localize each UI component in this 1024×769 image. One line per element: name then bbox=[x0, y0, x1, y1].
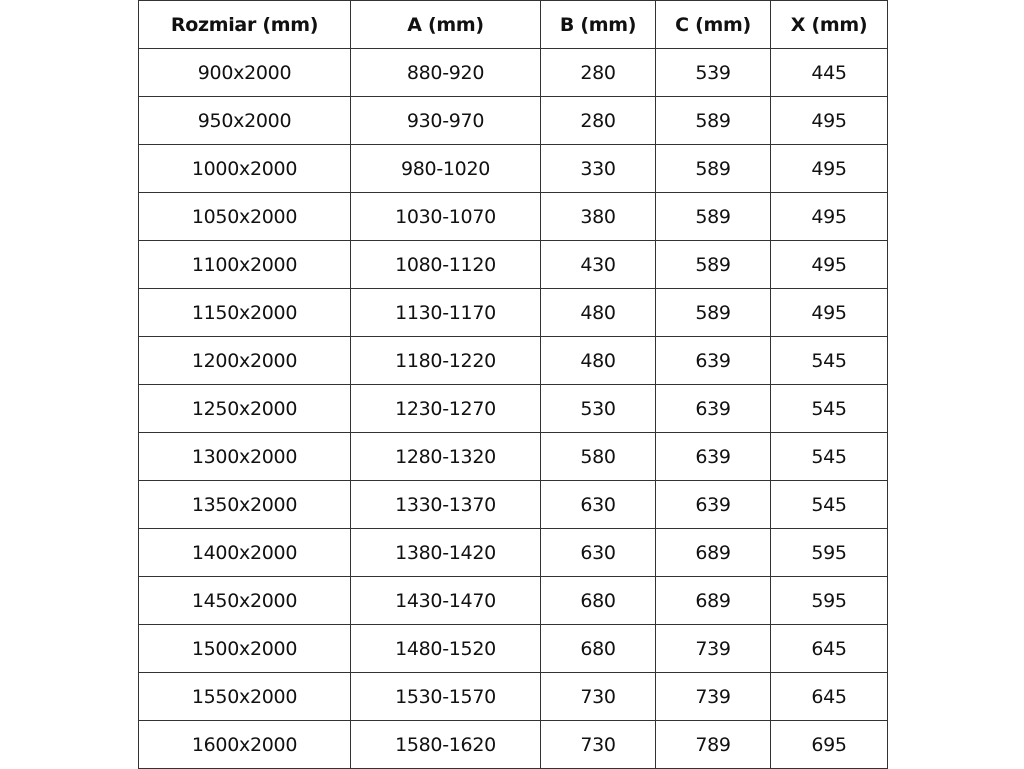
table-cell: 495 bbox=[770, 240, 888, 289]
table-cell: 595 bbox=[770, 528, 888, 577]
table-row: 1450x2000 1430-1470 680 689 595 bbox=[138, 576, 888, 625]
table-cell: 589 bbox=[655, 288, 771, 337]
table-cell: 495 bbox=[770, 288, 888, 337]
table-cell: 900x2000 bbox=[138, 48, 351, 97]
table-cell: 639 bbox=[655, 432, 771, 481]
table-cell: 645 bbox=[770, 624, 888, 673]
table-cell: 680 bbox=[540, 576, 656, 625]
table-row: 1150x2000 1130-1170 480 589 495 bbox=[138, 288, 888, 337]
table-cell: 589 bbox=[655, 240, 771, 289]
table-cell: 1280-1320 bbox=[350, 432, 541, 481]
table-cell: 495 bbox=[770, 192, 888, 241]
table-cell: 589 bbox=[655, 192, 771, 241]
table-cell: 495 bbox=[770, 96, 888, 145]
table-row: 1500x2000 1480-1520 680 739 645 bbox=[138, 624, 888, 673]
table-cell: 630 bbox=[540, 480, 656, 529]
table-cell: 689 bbox=[655, 528, 771, 577]
table-cell: 545 bbox=[770, 480, 888, 529]
dimensions-table: Rozmiar (mm) A (mm) B (mm) C (mm) X (mm) 900… bbox=[138, 0, 888, 769]
table-cell: 1450x2000 bbox=[138, 576, 351, 625]
table-cell: 1080-1120 bbox=[350, 240, 541, 289]
column-header: A (mm) bbox=[350, 0, 541, 49]
table-cell: 639 bbox=[655, 480, 771, 529]
table-row: 1600x2000 1580-1620 730 789 695 bbox=[138, 720, 888, 769]
table-cell: 639 bbox=[655, 384, 771, 433]
table-row: 1400x2000 1380-1420 630 689 595 bbox=[138, 528, 888, 577]
table-row: 950x2000 930-970 280 589 495 bbox=[138, 96, 888, 145]
table-cell: 1300x2000 bbox=[138, 432, 351, 481]
table-cell: 480 bbox=[540, 336, 656, 385]
table-row: 1100x2000 1080-1120 430 589 495 bbox=[138, 240, 888, 289]
table-cell: 1000x2000 bbox=[138, 144, 351, 193]
table-cell: 730 bbox=[540, 720, 656, 769]
table-cell: 480 bbox=[540, 288, 656, 337]
table-cell: 1380-1420 bbox=[350, 528, 541, 577]
table-cell: 595 bbox=[770, 576, 888, 625]
table-cell: 580 bbox=[540, 432, 656, 481]
table-cell: 380 bbox=[540, 192, 656, 241]
column-header: Rozmiar (mm) bbox=[138, 0, 351, 49]
table-cell: 680 bbox=[540, 624, 656, 673]
table-cell: 739 bbox=[655, 624, 771, 673]
table-cell: 689 bbox=[655, 576, 771, 625]
table-cell: 1350x2000 bbox=[138, 480, 351, 529]
table-cell: 1550x2000 bbox=[138, 672, 351, 721]
table-cell: 589 bbox=[655, 96, 771, 145]
table-header-row: Rozmiar (mm) A (mm) B (mm) C (mm) X (mm) bbox=[138, 0, 888, 49]
table-cell: 545 bbox=[770, 384, 888, 433]
table-cell: 1430-1470 bbox=[350, 576, 541, 625]
table-cell: 1030-1070 bbox=[350, 192, 541, 241]
table-row: 1250x2000 1230-1270 530 639 545 bbox=[138, 384, 888, 433]
table-cell: 950x2000 bbox=[138, 96, 351, 145]
table-cell: 880-920 bbox=[350, 48, 541, 97]
table-cell: 1230-1270 bbox=[350, 384, 541, 433]
table-cell: 695 bbox=[770, 720, 888, 769]
table-cell: 739 bbox=[655, 672, 771, 721]
table-cell: 330 bbox=[540, 144, 656, 193]
table-cell: 930-970 bbox=[350, 96, 541, 145]
table-cell: 980-1020 bbox=[350, 144, 541, 193]
column-header: X (mm) bbox=[770, 0, 888, 49]
table-cell: 445 bbox=[770, 48, 888, 97]
table-cell: 430 bbox=[540, 240, 656, 289]
table-cell: 1200x2000 bbox=[138, 336, 351, 385]
table-cell: 1180-1220 bbox=[350, 336, 541, 385]
table-cell: 1330-1370 bbox=[350, 480, 541, 529]
table-row: 1200x2000 1180-1220 480 639 545 bbox=[138, 336, 888, 385]
column-header: B (mm) bbox=[540, 0, 656, 49]
table-row: 1300x2000 1280-1320 580 639 545 bbox=[138, 432, 888, 481]
table-row: 1550x2000 1530-1570 730 739 645 bbox=[138, 672, 888, 721]
table-cell: 545 bbox=[770, 336, 888, 385]
table-cell: 539 bbox=[655, 48, 771, 97]
table-cell: 280 bbox=[540, 96, 656, 145]
table-cell: 589 bbox=[655, 144, 771, 193]
table-row: 1050x2000 1030-1070 380 589 495 bbox=[138, 192, 888, 241]
table-cell: 1580-1620 bbox=[350, 720, 541, 769]
column-header: C (mm) bbox=[655, 0, 771, 49]
table-row: 1350x2000 1330-1370 630 639 545 bbox=[138, 480, 888, 529]
table-cell: 645 bbox=[770, 672, 888, 721]
table-cell: 280 bbox=[540, 48, 656, 97]
table-cell: 1600x2000 bbox=[138, 720, 351, 769]
table-cell: 1130-1170 bbox=[350, 288, 541, 337]
table-cell: 1480-1520 bbox=[350, 624, 541, 673]
table-cell: 1250x2000 bbox=[138, 384, 351, 433]
table-cell: 639 bbox=[655, 336, 771, 385]
table-row: 900x2000 880-920 280 539 445 bbox=[138, 48, 888, 97]
table-cell: 1400x2000 bbox=[138, 528, 351, 577]
table-cell: 789 bbox=[655, 720, 771, 769]
table-cell: 730 bbox=[540, 672, 656, 721]
table-cell: 530 bbox=[540, 384, 656, 433]
table-cell: 1530-1570 bbox=[350, 672, 541, 721]
table-cell: 1500x2000 bbox=[138, 624, 351, 673]
table-cell: 630 bbox=[540, 528, 656, 577]
table-cell: 1100x2000 bbox=[138, 240, 351, 289]
table-cell: 545 bbox=[770, 432, 888, 481]
table-cell: 1050x2000 bbox=[138, 192, 351, 241]
table-cell: 495 bbox=[770, 144, 888, 193]
table-cell: 1150x2000 bbox=[138, 288, 351, 337]
table-row: 1000x2000 980-1020 330 589 495 bbox=[138, 144, 888, 193]
